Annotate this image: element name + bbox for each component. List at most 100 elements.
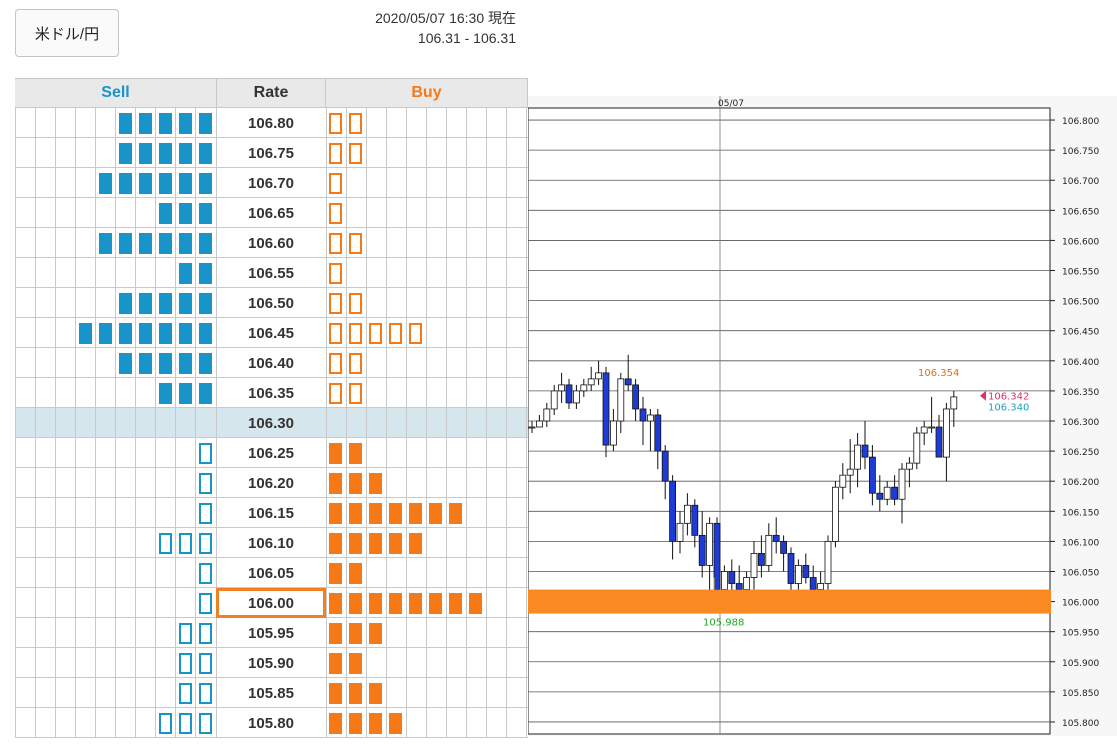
- grid-line: [155, 708, 156, 738]
- grid-line: [486, 588, 487, 618]
- rate-cell[interactable]: 106.80: [248, 114, 294, 132]
- grid-line: [486, 168, 487, 198]
- grid-line: [366, 648, 367, 678]
- grid-line: [55, 378, 56, 408]
- sell-volume-block: [159, 233, 172, 254]
- rate-cell[interactable]: 106.65: [248, 204, 294, 222]
- rate-cell[interactable]: 106.40: [248, 354, 294, 372]
- grid-line: [386, 678, 387, 708]
- grid-line: [426, 528, 427, 558]
- sell-volume-block: [179, 353, 192, 374]
- grid-line: [175, 348, 176, 378]
- sell-volume-block: [139, 353, 152, 374]
- grid-line: [115, 618, 116, 648]
- grid-line: [175, 168, 176, 198]
- grid-line: [366, 138, 367, 168]
- grid-line: [55, 408, 56, 438]
- grid-line: [75, 168, 76, 198]
- rate-cell[interactable]: 106.75: [248, 144, 294, 162]
- candle-body: [861, 444, 869, 458]
- grid-line: [35, 648, 36, 678]
- grid-line: [346, 648, 347, 678]
- grid-line: [15, 347, 528, 348]
- grid-line: [466, 408, 467, 438]
- rate-cell[interactable]: 106.45: [248, 324, 294, 342]
- sell-volume-block: [199, 503, 212, 524]
- buy-volume-block: [329, 653, 342, 674]
- rate-cell[interactable]: 106.50: [248, 294, 294, 312]
- grid-line: [95, 348, 96, 378]
- rate-cell[interactable]: 106.15: [248, 504, 294, 522]
- rate-cell[interactable]: 106.60: [248, 234, 294, 252]
- grid-line: [15, 317, 528, 318]
- grid-line: [216, 348, 217, 378]
- rate-cell[interactable]: 106.70: [248, 174, 294, 192]
- buy-volume-block: [329, 533, 342, 554]
- grid-line: [195, 198, 196, 228]
- rate-cell[interactable]: 106.05: [248, 564, 294, 582]
- rate-cell[interactable]: 106.55: [248, 264, 294, 282]
- buy-volume-block: [349, 473, 362, 494]
- grid-line: [75, 438, 76, 468]
- grid-line: [446, 288, 447, 318]
- candle-body: [809, 577, 817, 590]
- candle-body: [610, 420, 617, 446]
- grid-line: [35, 438, 36, 468]
- grid-line: [55, 438, 56, 468]
- grid-line: [35, 678, 36, 708]
- grid-line: [466, 588, 467, 618]
- buy-volume-block: [429, 503, 442, 524]
- rate-cell[interactable]: 106.00: [216, 588, 326, 618]
- currency-pair-button[interactable]: 米ドル/円: [15, 9, 119, 57]
- grid-line: [95, 498, 96, 528]
- grid-line: [526, 228, 527, 258]
- grid-line: [175, 258, 176, 288]
- price-band: [528, 589, 1051, 614]
- rate-cell[interactable]: 106.20: [248, 474, 294, 492]
- grid-line: [15, 407, 528, 408]
- grid-line: [486, 468, 487, 498]
- grid-line: [406, 558, 407, 588]
- rate-cell[interactable]: 106.35: [248, 384, 294, 402]
- buy-volume-block: [349, 623, 362, 644]
- grid-line: [526, 288, 527, 318]
- grid-line: [446, 468, 447, 498]
- grid-line: [135, 558, 136, 588]
- grid-line: [216, 618, 217, 648]
- rate-cell[interactable]: 105.80: [248, 714, 294, 732]
- candle-body: [905, 462, 913, 470]
- rate-cell[interactable]: 105.90: [248, 654, 294, 672]
- grid-line: [15, 137, 528, 138]
- grid-line: [506, 228, 507, 258]
- grid-line: [216, 408, 217, 438]
- grid-line: [346, 558, 347, 588]
- grid-line: [446, 528, 447, 558]
- rate-cell[interactable]: 106.25: [248, 444, 294, 462]
- price-chart: 106.800 106.750 106.700 106.650 106.600 106.5…: [527, 96, 1117, 754]
- buy-volume-block: [349, 683, 362, 704]
- buy-volume-block: [329, 683, 342, 704]
- grid-line: [426, 348, 427, 378]
- grid-line: [135, 198, 136, 228]
- rate-cell[interactable]: 105.85: [248, 684, 294, 702]
- rate-cell[interactable]: 106.10: [248, 534, 294, 552]
- candle-body: [698, 534, 706, 566]
- grid-line: [35, 198, 36, 228]
- grid-line: [175, 558, 176, 588]
- grid-line: [426, 168, 427, 198]
- grid-line: [155, 528, 156, 558]
- grid-line: [75, 288, 76, 318]
- grid-line: [506, 138, 507, 168]
- rate-cell[interactable]: 106.30: [248, 414, 294, 432]
- grid-line: [15, 227, 528, 228]
- order-book-row: 106.65: [15, 198, 528, 228]
- grid-line: [526, 618, 527, 648]
- buy-volume-block: [369, 623, 382, 644]
- sell-volume-block: [199, 173, 212, 194]
- y-tick-label: 106.450: [1062, 328, 1099, 338]
- grid-line: [346, 588, 347, 618]
- grid-line: [426, 108, 427, 138]
- grid-line: [426, 438, 427, 468]
- grid-line: [155, 678, 156, 708]
- rate-cell[interactable]: 105.95: [248, 624, 294, 642]
